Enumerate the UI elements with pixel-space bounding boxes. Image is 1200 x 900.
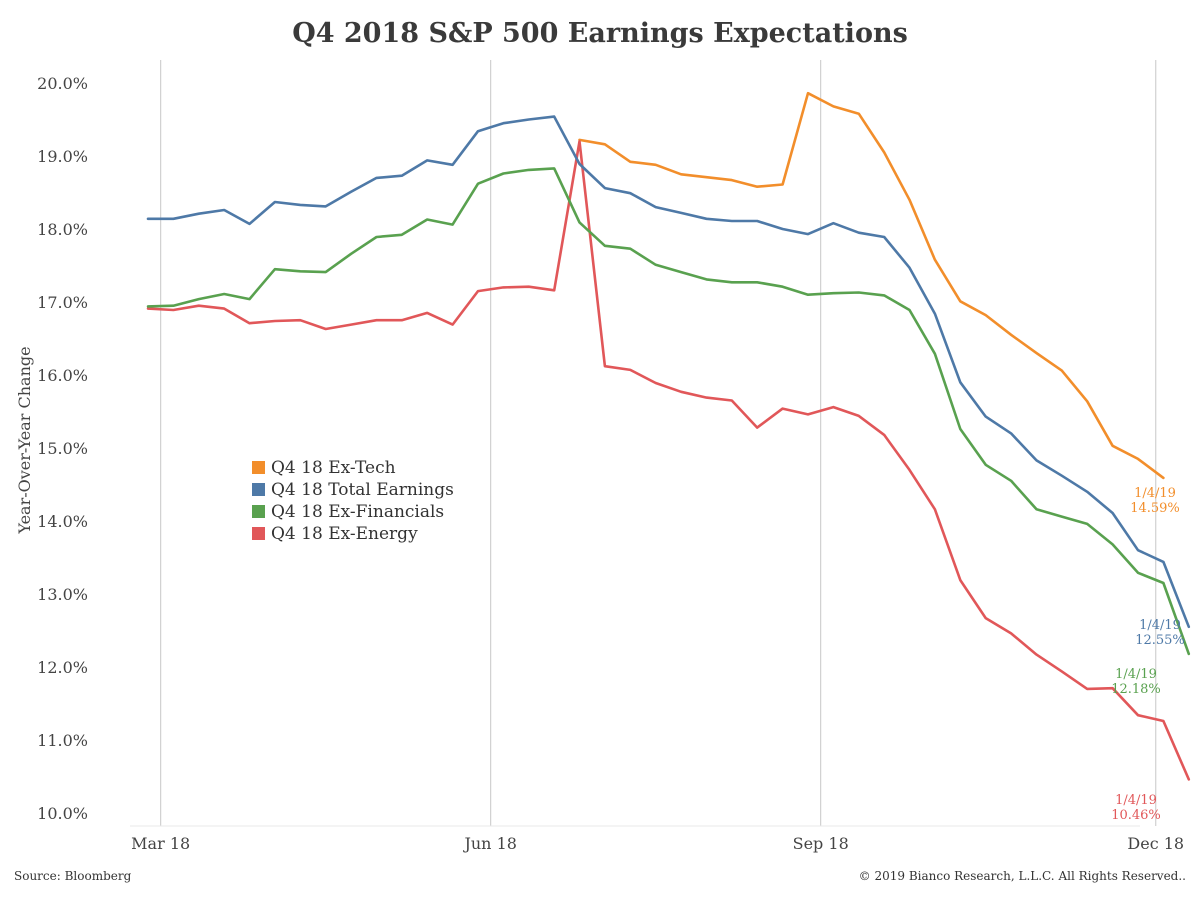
y-tick-label: 10.0%: [37, 804, 88, 823]
y-tick-label: 17.0%: [37, 293, 88, 312]
series-line-q4-18-ex-tech: [578, 91, 1165, 480]
y-tick-label: 18.0%: [37, 220, 88, 239]
y-tick-label: 15.0%: [37, 439, 88, 458]
x-tick-label: Dec 18: [1127, 834, 1184, 853]
y-tick-label: 16.0%: [37, 366, 88, 385]
copyright-note: © 2019 Bianco Research, L.L.C. All Right…: [859, 869, 1186, 883]
legend-swatch: [252, 483, 265, 496]
chart-title: Q4 2018 S&P 500 Earnings Expectations: [292, 18, 908, 49]
y-tick-label: 12.0%: [37, 658, 88, 677]
y-tick-label: 20.0%: [37, 74, 88, 93]
x-tick-label: Jun 18: [462, 834, 516, 853]
x-tick-label: Sep 18: [793, 834, 849, 853]
end-label-value: 14.59%: [1130, 501, 1180, 516]
end-label-value: 12.55%: [1135, 633, 1185, 648]
end-label-value: 10.46%: [1111, 808, 1161, 823]
end-label-date: 1/4/19: [1115, 793, 1157, 808]
end-label-date: 1/4/19: [1134, 486, 1176, 501]
series-line-q4-18-total-earnings: [146, 115, 1191, 629]
end-label-value: 12.18%: [1111, 682, 1161, 697]
legend-label: Q4 18 Ex-Financials: [271, 502, 444, 522]
y-axis-label: Year-Over-Year Change: [15, 346, 34, 534]
end-label-date: 1/4/19: [1115, 667, 1157, 682]
y-tick-label: 13.0%: [37, 585, 88, 604]
x-tick-label: Mar 18: [131, 834, 190, 853]
y-tick-label: 19.0%: [37, 147, 88, 166]
legend-label: Q4 18 Ex-Energy: [271, 524, 418, 544]
series-line-q4-18-ex-financials: [146, 167, 1191, 656]
end-label-date: 1/4/19: [1139, 618, 1181, 633]
legend-swatch: [252, 505, 265, 518]
series-line-q4-18-ex-energy: [146, 140, 1191, 781]
x-axis: Mar 18 Jun 18 Sep 18 Dec 18: [131, 834, 1184, 853]
source-note: Source: Bloomberg: [14, 869, 132, 883]
y-axis: 10.0% 11.0% 12.0% 13.0% 14.0% 15.0% 16.0% 17.0%…: [37, 74, 88, 823]
legend-label: Q4 18 Ex-Tech: [271, 458, 396, 478]
legend-swatch: [252, 461, 265, 474]
y-tick-label: 14.0%: [37, 512, 88, 531]
y-tick-label: 11.0%: [37, 731, 88, 750]
end-labels: 1/4/1914.59%1/4/1912.55%1/4/1912.18%1/4/…: [1111, 486, 1185, 823]
series-lines: [146, 91, 1191, 781]
legend-swatch: [252, 527, 265, 540]
legend-label: Q4 18 Total Earnings: [271, 480, 454, 500]
gridlines: [160, 60, 1157, 826]
